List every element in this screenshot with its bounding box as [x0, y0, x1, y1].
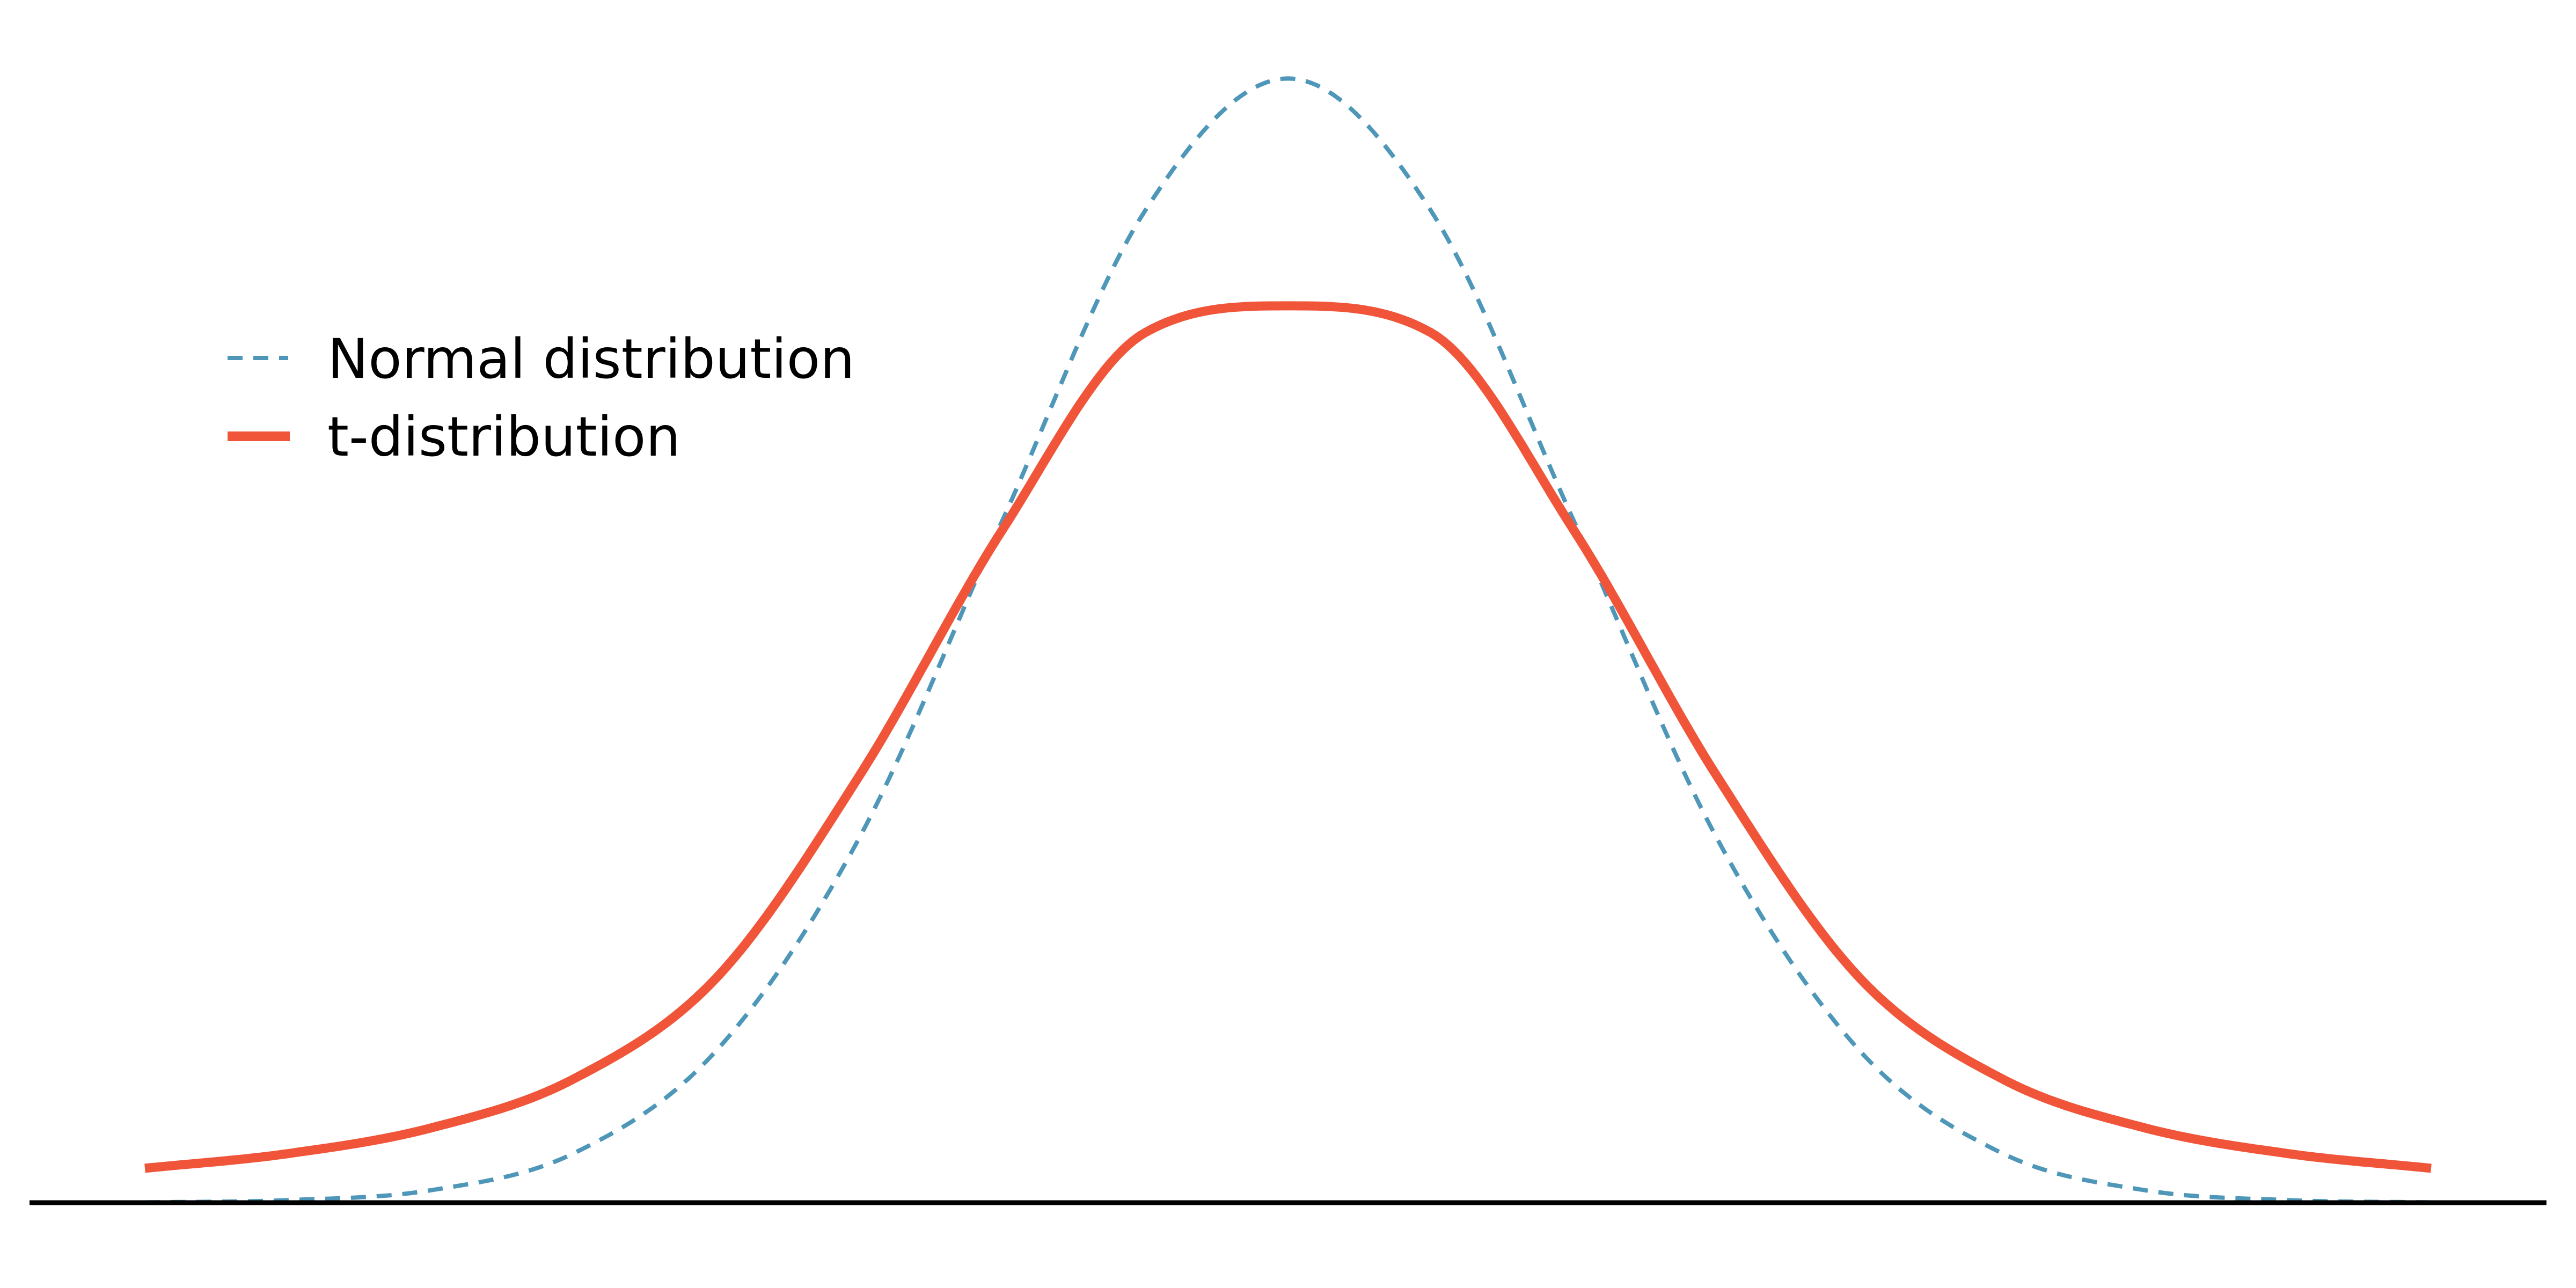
normal-distribution-line: [144, 76, 2432, 1205]
plot-area: [144, 76, 2432, 1205]
legend: Normal distribution t-distribution: [228, 327, 855, 469]
legend-label-t: t-distribution: [327, 405, 680, 469]
legend-item-t: t-distribution: [228, 405, 680, 469]
legend-label-normal: Normal distribution: [327, 327, 855, 391]
legend-item-normal: Normal distribution: [228, 327, 855, 391]
t-distribution-line: [144, 301, 2432, 1173]
